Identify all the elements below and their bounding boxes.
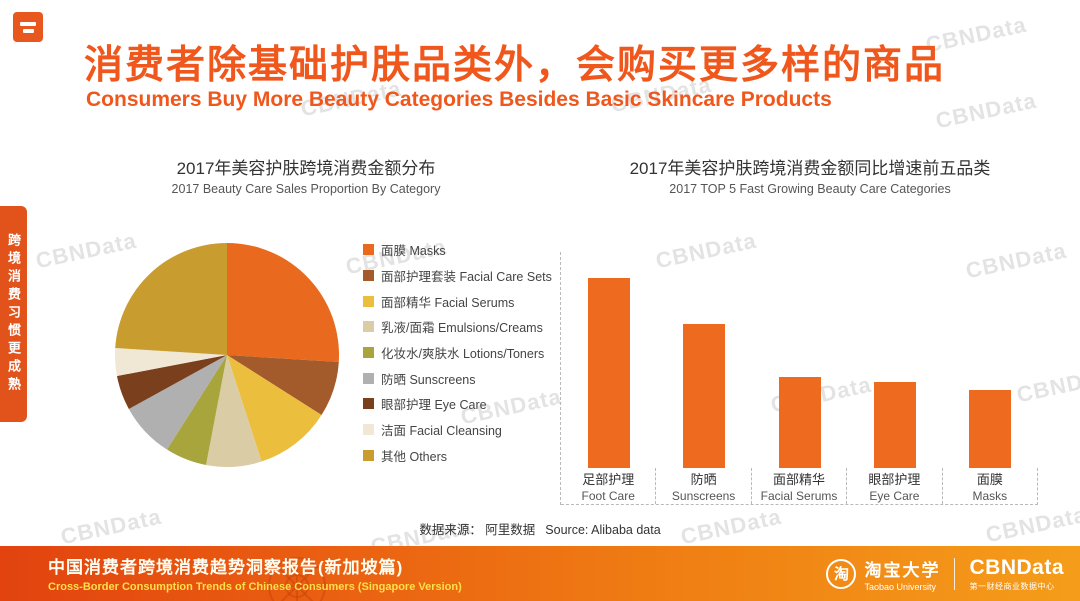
bar-category-label: 面部精华 Facial Serums xyxy=(750,468,846,504)
legend-label: 防晒 Sunscreens xyxy=(381,372,476,387)
pie-chart-title: 2017年美容护肤跨境消费金额分布 xyxy=(176,159,436,178)
bar-facial-serums xyxy=(778,377,821,468)
bar-chart: 足部护理 Foot Care 防晒 Sunscreens 面部精华 Facial Seru… xyxy=(560,252,1038,505)
legend-label: 眼部护理 Eye Care xyxy=(381,398,487,413)
pie-slice xyxy=(227,355,322,462)
cbndata-logo-text: CBNData xyxy=(969,555,1064,579)
pie-slice xyxy=(227,243,340,363)
footer: 中国消费者跨境消费趋势洞察报告(新加坡篇) Cross-Border Consu… xyxy=(0,546,1080,601)
bar-label-en: Sunscreens xyxy=(671,489,736,503)
footer-divider xyxy=(954,557,956,590)
bar-label-zh: 防晒 xyxy=(690,472,717,487)
page-subtitle: Consumers Buy More Beauty Categories Bes… xyxy=(86,88,832,111)
report-title-en: Cross-Border Consumption Trends of Chine… xyxy=(48,581,462,593)
cbndata-logo-mark xyxy=(13,12,43,42)
watermark-text: CBNData xyxy=(933,87,1039,134)
bar-label-en: Facial Serums xyxy=(760,489,838,503)
report-title-block: 中国消费者跨境消费趋势洞察报告(新加坡篇) Cross-Border Consu… xyxy=(48,553,462,593)
taobao-university-zh: 淘宝大学 xyxy=(864,560,941,580)
legend-swatch xyxy=(363,295,374,307)
legend-label: 其他 Others xyxy=(381,449,447,464)
pie-chart xyxy=(114,243,340,468)
legend-item: 面部护理套装 Facial Care Sets xyxy=(363,263,552,289)
bar-category-label: 足部护理 Foot Care xyxy=(561,468,655,504)
taobao-logo-icon: 淘 xyxy=(826,558,857,589)
legend-label: 化妆水/爽肤水 Lotions/Toners xyxy=(381,347,545,362)
bar-slot xyxy=(943,252,1038,468)
bar-sunscreens xyxy=(683,324,726,468)
bar-label-en: Eye Care xyxy=(869,489,920,503)
taobao-university-block: 淘宝大学 Taobao University xyxy=(864,556,940,592)
legend-swatch xyxy=(363,270,374,282)
legend-item: 乳液/面霜 Emulsions/Creams xyxy=(363,314,552,340)
legend-item: 防晒 Sunscreens xyxy=(363,365,552,391)
bar-chart-title: 2017年美容护肤跨境消费金额同比增速前五品类 xyxy=(629,159,991,178)
pie-slice xyxy=(166,355,227,466)
bar-label-zh: 眼部护理 xyxy=(868,472,921,487)
pie-slice xyxy=(128,355,227,450)
bar-label-en: Masks xyxy=(972,489,1008,503)
pie-slice xyxy=(115,243,227,355)
legend-swatch xyxy=(363,244,374,256)
bar-category-label: 防晒 Sunscreens xyxy=(655,468,750,504)
legend-label: 乳液/面霜 Emulsions/Creams xyxy=(381,321,543,336)
bar-plot-area xyxy=(561,252,1038,468)
cbndata-block: CBNData 第一财经商业数据中心 xyxy=(969,556,1064,592)
data-source-en: Source: Alibaba data xyxy=(545,523,661,537)
legend-item: 面部精华 Facial Serums xyxy=(363,288,552,314)
footer-logos: 淘 淘宝大学 Taobao University CBNData 第一财经商业数… xyxy=(826,546,1064,601)
legend-item: 其他 Others xyxy=(363,443,552,469)
legend-label: 洁面 Facial Cleansing xyxy=(381,424,502,439)
side-tab: 跨境消费习惯更成熟 xyxy=(0,206,27,422)
report-title-zh: 中国消费者跨境消费趋势洞察报告(新加坡篇) xyxy=(48,558,404,577)
legend-label: 面部护理套装 Facial Care Sets xyxy=(381,270,552,285)
bar-slot xyxy=(561,252,656,468)
pie-slice xyxy=(114,347,227,376)
legend-label: 面部精华 Facial Serums xyxy=(381,295,515,310)
bar-slot xyxy=(847,252,942,468)
pie-legend: 面膜 Masks 面部护理套装 Facial Care Sets 面部精华 Faci… xyxy=(363,237,552,468)
bar-category-label: 眼部护理 Eye Care xyxy=(846,468,941,504)
page-title: 消费者除基础护肤品类外，会购买更多样的商品 xyxy=(84,44,946,87)
legend-item: 洁面 Facial Cleansing xyxy=(363,417,552,443)
bar-label-zh: 足部护理 xyxy=(582,472,635,487)
data-source-zh: 数据来源： 阿里数据 xyxy=(419,523,536,537)
taobao-logo-glyph: 淘 xyxy=(833,566,849,583)
bar-slot xyxy=(656,252,751,468)
bar-category-labels: 足部护理 Foot Care 防晒 Sunscreens 面部精华 Facial Seru… xyxy=(561,468,1038,505)
bar-label-zh: 面膜 xyxy=(976,472,1003,487)
legend-label: 面膜 Masks xyxy=(381,244,446,259)
legend-item: 面膜 Masks xyxy=(363,237,552,263)
legend-swatch xyxy=(363,398,374,410)
data-source: 数据来源： 阿里数据 Source: Alibaba data xyxy=(0,519,1080,538)
bar-category-label: 面膜 Masks xyxy=(941,468,1037,504)
legend-swatch xyxy=(363,321,374,333)
legend-swatch xyxy=(363,372,374,384)
ferris-wheel-decoration xyxy=(268,557,326,601)
cbndata-logo-sub: 第一财经商业数据中心 xyxy=(969,581,1055,591)
bar-masks xyxy=(969,390,1012,468)
side-tab-label: 跨境消费习惯更成熟 xyxy=(6,233,21,395)
legend-item: 化妆水/爽肤水 Lotions/Toners xyxy=(363,340,552,366)
pie-slice xyxy=(206,355,262,468)
bar-label-zh: 面部精华 xyxy=(773,472,826,487)
legend-swatch xyxy=(363,347,374,359)
bar-label-en: Foot Care xyxy=(581,489,635,503)
legend-item: 眼部护理 Eye Care xyxy=(363,391,552,417)
bar-foot-care xyxy=(587,278,630,468)
bar-slot xyxy=(752,252,847,468)
legend-swatch xyxy=(363,424,374,436)
legend-swatch xyxy=(363,449,374,461)
pie-slice xyxy=(116,355,227,409)
pie-slice xyxy=(227,355,339,416)
bar-chart-subtitle: 2017 TOP 5 Fast Growing Beauty Care Cate… xyxy=(669,182,951,196)
bar-eye-care xyxy=(873,382,916,468)
taobao-university-en: Taobao University xyxy=(864,581,937,592)
pie-chart-subtitle: 2017 Beauty Care Sales Proportion By Cat… xyxy=(171,182,441,196)
